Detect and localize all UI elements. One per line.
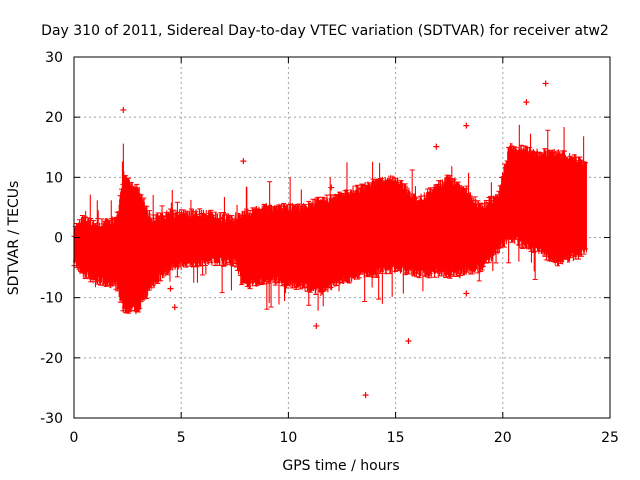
outlier-point (523, 99, 530, 106)
y-tick-label: 0 (54, 231, 63, 247)
y-tick-label: -20 (40, 351, 63, 367)
outlier-point (463, 290, 470, 297)
y-tick-label: 10 (45, 170, 63, 186)
x-tick-label: 25 (601, 430, 619, 446)
y-tick-label: 20 (45, 110, 63, 126)
outlier-point (433, 143, 440, 150)
outlier-point (171, 304, 178, 311)
y-tick-label: 30 (45, 50, 63, 66)
data-points (71, 80, 588, 399)
x-tick-label: 15 (387, 430, 405, 446)
outlier-point (542, 80, 549, 87)
outlier-point (463, 122, 470, 129)
outlier-point (167, 285, 174, 292)
outlier-point (328, 184, 335, 191)
outlier-point (120, 106, 127, 113)
outlier-point (405, 337, 412, 344)
x-axis-label: GPS time / hours (282, 458, 399, 474)
outlier-point (362, 392, 369, 399)
y-tick-label: -30 (40, 411, 63, 427)
y-axis-label: SDTVAR / TECUs (6, 181, 22, 296)
x-tick-label: 20 (494, 430, 512, 446)
x-tick-label: 5 (177, 430, 186, 446)
outlier-point (456, 272, 463, 279)
x-tick-label: 0 (70, 430, 79, 446)
x-tick-label: 10 (279, 430, 297, 446)
chart-title: Day 310 of 2011, Sidereal Day-to-day VTE… (41, 23, 609, 39)
x-tick-labels: 0 5 10 15 20 25 (70, 430, 619, 446)
axis-ticks (73, 56, 611, 419)
outlier-point (240, 158, 247, 165)
y-tick-labels: -30 -20 -10 0 10 20 30 (40, 50, 63, 427)
outlier-point (313, 322, 320, 329)
y-tick-label: -10 (40, 291, 63, 307)
